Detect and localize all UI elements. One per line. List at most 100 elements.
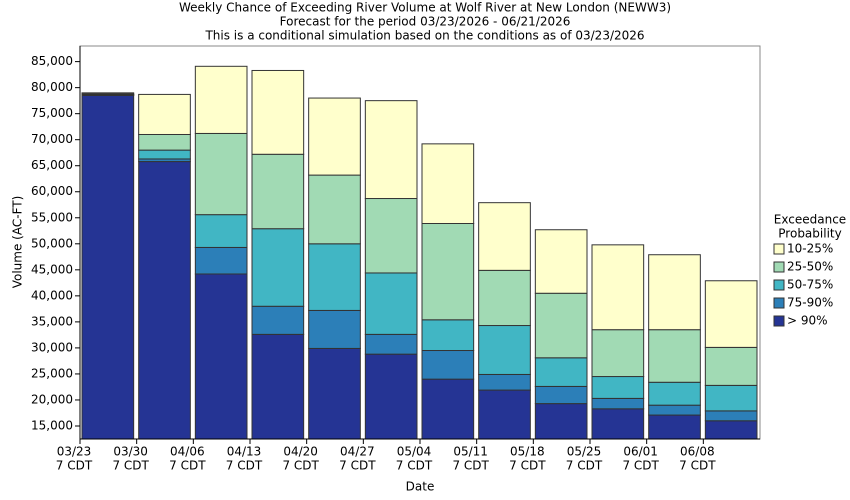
x-tick-sublabel: 7 CDT — [339, 459, 376, 473]
x-tick-sublabel: 7 CDT — [56, 459, 93, 473]
bar-segment — [138, 161, 191, 440]
bar-segment — [364, 198, 418, 274]
bar-segment — [194, 65, 248, 134]
y-tick-label: 80,000 — [31, 80, 73, 94]
legend-swatch — [773, 297, 785, 309]
bar-segment — [421, 350, 475, 380]
x-tick-label: 04/13 — [227, 445, 262, 459]
bar-segment — [251, 228, 305, 307]
bar-segment — [648, 254, 701, 331]
bar-segment — [591, 408, 645, 440]
bar-segment — [138, 149, 191, 160]
bar-segment — [478, 389, 531, 440]
bar-segment — [648, 414, 701, 440]
bar-segment — [138, 133, 191, 151]
y-tick-label: 25,000 — [31, 366, 73, 380]
legend-label: 10-25% — [787, 242, 833, 256]
bar-segment — [421, 223, 475, 321]
bar-segment — [534, 229, 588, 294]
y-tick-label: 50,000 — [31, 236, 73, 250]
bar-segment — [421, 319, 475, 352]
bar-segment — [648, 404, 701, 416]
x-tick-label: 04/27 — [340, 445, 375, 459]
x-tick-label: 04/06 — [170, 445, 205, 459]
y-tick-label: 45,000 — [31, 262, 73, 276]
x-tick-sublabel: 7 CDT — [509, 459, 546, 473]
x-tick-label: 06/08 — [680, 445, 715, 459]
bar-segment — [534, 292, 588, 359]
x-tick-label: 05/04 — [397, 445, 432, 459]
x-tick-sublabel: 7 CDT — [169, 459, 206, 473]
bar-segment — [421, 378, 475, 440]
bar-segment — [534, 385, 588, 405]
x-tick-sublabel: 7 CDT — [226, 459, 263, 473]
bar-segment — [478, 325, 531, 375]
bar-segment — [591, 329, 645, 378]
bar-segment — [704, 420, 758, 440]
legend-label: 50-75% — [787, 278, 833, 292]
legend-swatch — [773, 261, 785, 273]
bar-segment — [648, 329, 701, 383]
y-axis-label: Volume (AC-FT) — [11, 196, 25, 289]
bar-segment — [704, 280, 758, 348]
bar-segment — [364, 333, 418, 355]
y-tick-label: 30,000 — [31, 340, 73, 354]
x-tick-sublabel: 7 CDT — [282, 459, 319, 473]
y-tick-label: 40,000 — [31, 288, 73, 302]
bar-segment — [251, 69, 305, 155]
bar-segment — [704, 346, 758, 386]
y-tick-label: 15,000 — [31, 418, 73, 432]
bar-segment — [364, 353, 418, 440]
y-tick-label: 60,000 — [31, 184, 73, 198]
bar-segment — [194, 214, 248, 248]
legend-swatch — [773, 243, 785, 255]
x-tick-label: 03/23 — [57, 445, 92, 459]
chart-subtitle: Forecast for the period 03/23/2026 - 06/… — [280, 15, 571, 29]
legend-title: Probability — [778, 227, 841, 241]
bar-segment — [194, 273, 248, 440]
x-tick-sublabel: 7 CDT — [396, 459, 433, 473]
y-tick-label: 85,000 — [31, 54, 73, 68]
bar-segment — [591, 376, 645, 399]
x-tick-label: 04/20 — [283, 445, 318, 459]
bar-segment — [251, 305, 305, 335]
plot-area — [79, 45, 761, 440]
x-tick-label: 06/01 — [623, 445, 658, 459]
y-tick-label: 70,000 — [31, 132, 73, 146]
bar-segment — [81, 92, 135, 95]
bar-segment — [81, 94, 135, 440]
legend-label: 25-50% — [787, 260, 833, 274]
bar-segment — [534, 357, 588, 387]
bar-segment — [591, 244, 645, 331]
bar-segment — [251, 153, 305, 230]
legend-label: 75-90% — [787, 296, 833, 310]
x-tick-sublabel: 7 CDT — [679, 459, 716, 473]
x-tick-sublabel: 7 CDT — [112, 459, 149, 473]
bar-segment — [478, 373, 531, 391]
x-tick-sublabel: 7 CDT — [566, 459, 603, 473]
y-tick-label: 35,000 — [31, 314, 73, 328]
bar-segment — [478, 202, 531, 271]
bar-segment — [138, 93, 191, 135]
bar-segment — [308, 243, 361, 311]
legend-swatch — [773, 315, 785, 327]
bar-segment — [478, 269, 531, 327]
legend-title: Exceedance — [774, 213, 846, 227]
bar-segment — [364, 272, 418, 335]
y-tick-label: 55,000 — [31, 210, 73, 224]
legend-swatch — [773, 279, 785, 291]
y-tick-label: 20,000 — [31, 392, 73, 406]
bar-segment — [704, 384, 758, 412]
bar-segment — [704, 410, 758, 422]
x-tick-label: 05/25 — [567, 445, 602, 459]
x-tick-label: 05/11 — [453, 445, 488, 459]
x-tick-sublabel: 7 CDT — [452, 459, 489, 473]
y-tick-label: 65,000 — [31, 158, 73, 172]
bar-segment — [591, 397, 645, 410]
bar-segment — [194, 132, 248, 216]
x-tick-sublabel: 7 CDT — [622, 459, 659, 473]
bar-segment — [534, 403, 588, 440]
x-tick-label: 05/18 — [510, 445, 545, 459]
bar-segment — [648, 381, 701, 406]
